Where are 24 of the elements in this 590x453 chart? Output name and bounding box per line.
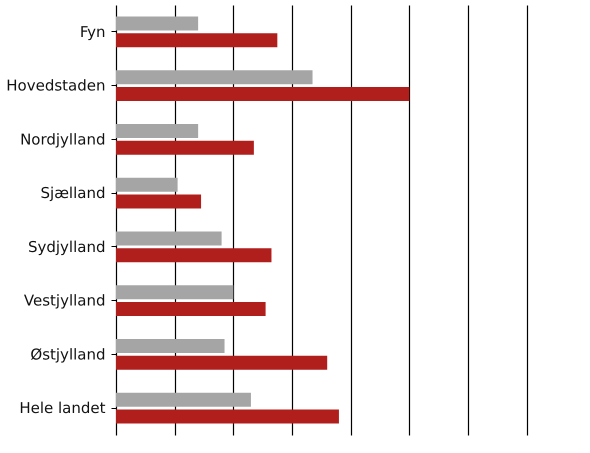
bar [116,302,266,316]
bar [116,356,328,370]
bar [116,178,178,192]
bar [116,410,339,424]
bar [116,392,251,407]
y-tick-label: Hovedstaden [6,76,106,95]
bar [116,338,225,353]
y-tick-label: Sjælland [40,184,106,202]
y-tick-label: Sydjylland [28,238,106,256]
bar [116,248,272,262]
bar [116,124,198,138]
bar [116,285,234,300]
y-tick-label: Hele landet [19,399,106,418]
bar [116,33,278,48]
y-tick-label: Vestjylland [24,292,106,310]
bar [116,194,202,209]
bar [116,87,410,102]
bar [116,231,222,246]
bar [116,16,198,30]
y-tick-label: Nordjylland [20,130,106,148]
y-tick-label: Østjylland [30,345,106,364]
bar [116,140,254,155]
y-tick-label: Fyn [80,22,106,41]
bar [116,70,313,84]
